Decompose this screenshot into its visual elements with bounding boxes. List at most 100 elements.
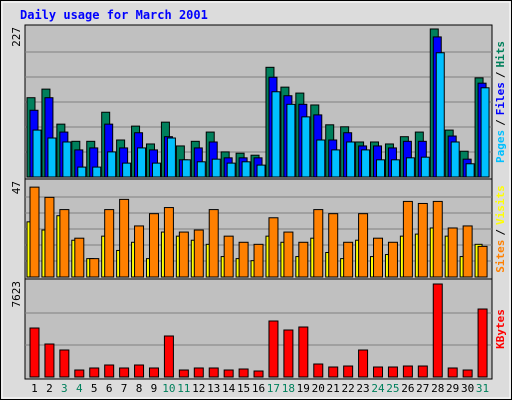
bar bbox=[119, 198, 130, 278]
bar bbox=[402, 365, 413, 378]
x-tick-label: 30 bbox=[461, 382, 474, 395]
x-tick-label: 16 bbox=[252, 382, 265, 395]
bar bbox=[462, 369, 473, 378]
y-tick-label: 7623 bbox=[10, 281, 23, 308]
bar bbox=[268, 320, 279, 378]
x-tick-label: 1 bbox=[31, 382, 38, 395]
x-tick-label: 21 bbox=[327, 382, 340, 395]
y-tick-label: 227 bbox=[10, 27, 23, 47]
bar bbox=[89, 367, 100, 378]
bar bbox=[104, 364, 115, 378]
bar bbox=[74, 237, 85, 278]
bar bbox=[271, 91, 281, 178]
bar bbox=[208, 209, 219, 278]
bar bbox=[211, 158, 221, 178]
bar bbox=[313, 209, 324, 278]
bar bbox=[44, 196, 55, 278]
legend-separator: / bbox=[494, 229, 507, 236]
x-tick-label: 13 bbox=[207, 382, 220, 395]
bar bbox=[226, 162, 236, 178]
bar bbox=[331, 149, 341, 178]
bar bbox=[373, 237, 384, 278]
legend: Sites / Visits bbox=[494, 185, 507, 273]
x-tick-label: 24 bbox=[371, 382, 385, 395]
legend-separator: / bbox=[494, 119, 507, 126]
bar bbox=[253, 243, 264, 278]
bar bbox=[477, 308, 488, 378]
x-tick-label: 29 bbox=[446, 382, 459, 395]
bar bbox=[89, 258, 100, 278]
bar bbox=[163, 207, 174, 278]
plot-area bbox=[24, 278, 493, 380]
bar bbox=[163, 335, 174, 378]
legend: Pages / Files / Hits bbox=[494, 41, 507, 163]
bar bbox=[343, 241, 354, 278]
bar bbox=[316, 139, 326, 178]
bar bbox=[376, 159, 386, 178]
bar bbox=[432, 200, 443, 278]
x-tick-label: 5 bbox=[91, 382, 98, 395]
bar bbox=[122, 162, 132, 178]
bar bbox=[238, 368, 249, 378]
bar bbox=[286, 103, 296, 178]
bar bbox=[223, 369, 234, 378]
bar bbox=[417, 202, 428, 278]
bar bbox=[313, 363, 324, 378]
bar bbox=[283, 231, 294, 278]
legend-entry: Sites bbox=[494, 240, 507, 273]
bar bbox=[373, 366, 384, 378]
bar bbox=[390, 159, 400, 178]
x-tick-label: 6 bbox=[106, 382, 113, 395]
bar bbox=[477, 245, 488, 278]
bar bbox=[62, 141, 72, 178]
y-tick-label: 47 bbox=[10, 181, 23, 194]
bar bbox=[29, 327, 40, 378]
bar bbox=[450, 141, 460, 178]
bar bbox=[148, 213, 159, 278]
bar bbox=[178, 369, 189, 378]
bar bbox=[283, 329, 294, 378]
bar bbox=[480, 87, 490, 178]
x-tick-label: 14 bbox=[222, 382, 236, 395]
bar bbox=[181, 159, 191, 178]
x-tick-label: 19 bbox=[297, 382, 310, 395]
bar bbox=[59, 209, 70, 278]
bar bbox=[387, 366, 398, 378]
legend-entry: Pages bbox=[494, 130, 507, 163]
bar bbox=[435, 52, 445, 178]
bar bbox=[44, 343, 55, 378]
bar bbox=[420, 156, 430, 178]
x-tick-label: 22 bbox=[341, 382, 354, 395]
bar bbox=[196, 161, 206, 178]
x-tick-label: 2 bbox=[46, 382, 53, 395]
x-tick-label: 27 bbox=[416, 382, 429, 395]
x-tick-label: 15 bbox=[237, 382, 250, 395]
bar bbox=[343, 365, 354, 378]
bar bbox=[238, 241, 249, 278]
bar bbox=[29, 186, 40, 278]
x-tick-label: 20 bbox=[312, 382, 325, 395]
bar bbox=[208, 367, 219, 378]
bar bbox=[104, 209, 115, 278]
chart-title: Daily usage for March 2001 bbox=[20, 8, 208, 22]
bar bbox=[301, 116, 311, 178]
legend-entry: KBytes bbox=[494, 309, 507, 349]
x-tick-label: 26 bbox=[401, 382, 414, 395]
bar bbox=[193, 367, 204, 378]
bar bbox=[328, 213, 339, 278]
bar bbox=[148, 367, 159, 378]
bar bbox=[387, 241, 398, 278]
x-tick-label: 9 bbox=[151, 382, 158, 395]
bar bbox=[166, 137, 176, 178]
x-tick-label: 23 bbox=[356, 382, 369, 395]
bar bbox=[77, 166, 87, 178]
bar bbox=[151, 162, 161, 178]
bar bbox=[74, 369, 85, 378]
bar bbox=[358, 349, 369, 378]
legend: KBytes bbox=[494, 309, 507, 349]
bar bbox=[119, 367, 130, 378]
bar bbox=[223, 235, 234, 278]
bar bbox=[361, 149, 371, 178]
